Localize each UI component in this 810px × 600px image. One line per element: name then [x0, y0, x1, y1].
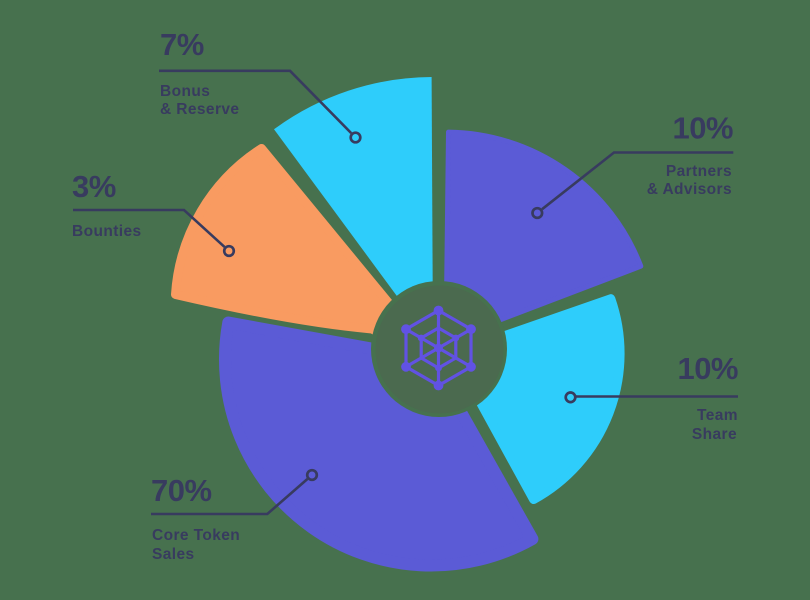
svg-text:10%: 10% [677, 351, 738, 386]
svg-text:3%: 3% [72, 169, 116, 204]
svg-text:10%: 10% [672, 111, 733, 146]
svg-text:Partners: Partners [666, 163, 732, 180]
svg-text:Sales: Sales [152, 546, 195, 563]
svg-text:Share: Share [692, 426, 737, 443]
svg-text:Team: Team [697, 407, 738, 424]
svg-text:70%: 70% [151, 473, 212, 508]
svg-text:7%: 7% [160, 27, 204, 62]
svg-text:Core Token: Core Token [152, 527, 240, 544]
svg-text:Bonus: Bonus [160, 83, 210, 100]
svg-text:& Reserve: & Reserve [160, 101, 239, 118]
svg-text:& Advisors: & Advisors [647, 181, 732, 198]
svg-text:Bounties: Bounties [72, 223, 142, 240]
